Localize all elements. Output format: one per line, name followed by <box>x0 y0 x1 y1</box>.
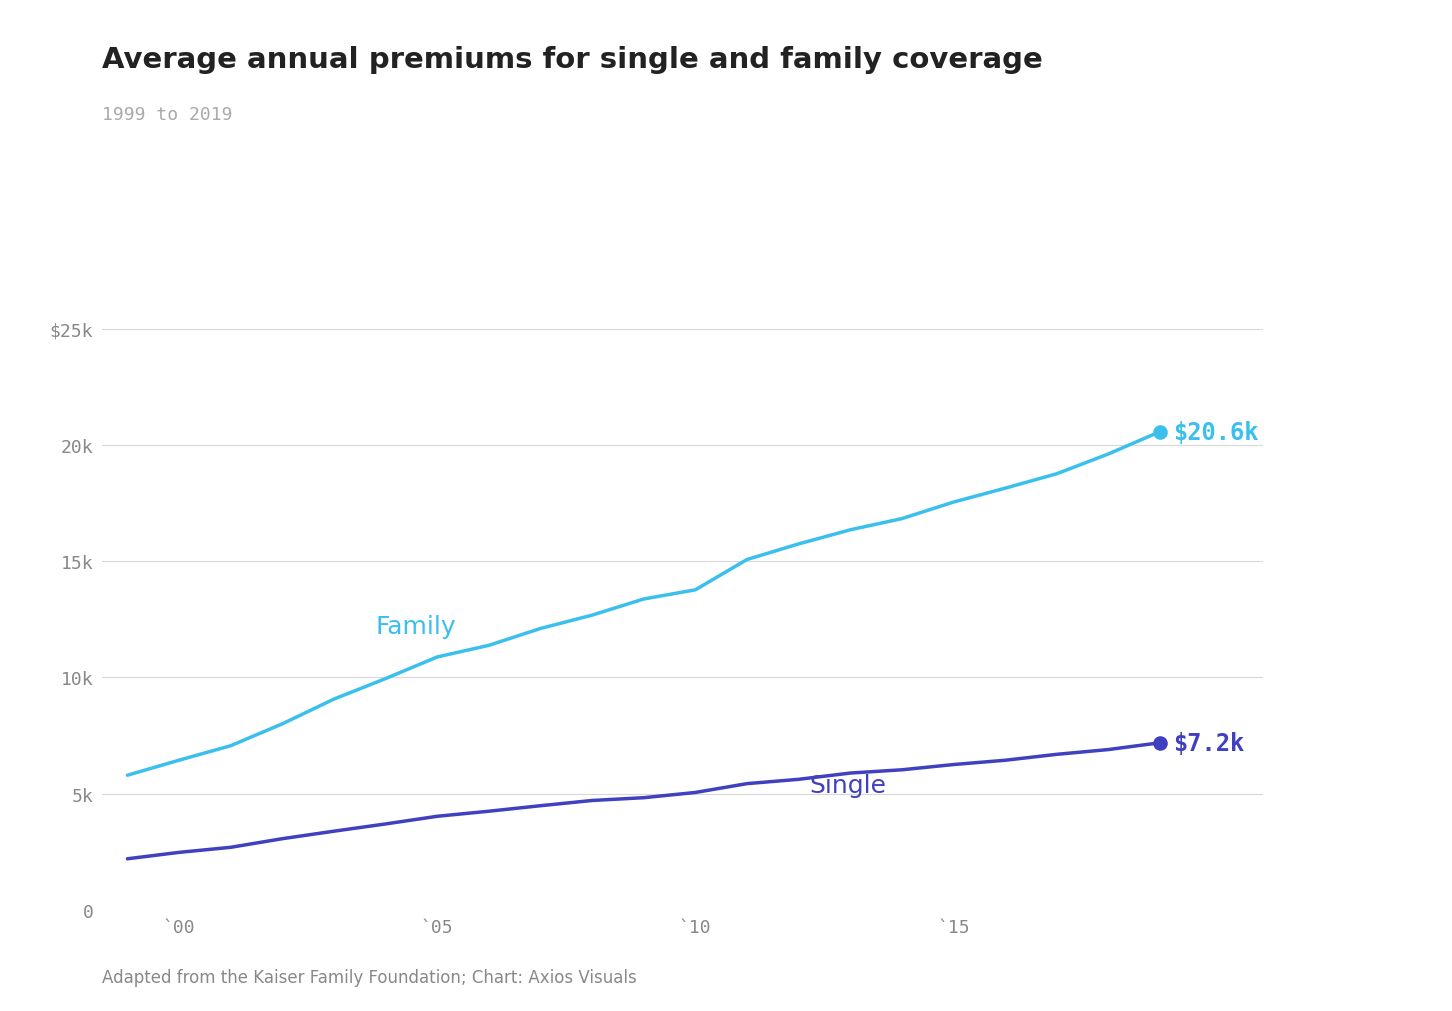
Text: Average annual premiums for single and family coverage: Average annual premiums for single and f… <box>102 45 1043 74</box>
Point <box>1149 425 1172 441</box>
Text: $7.2k: $7.2k <box>1173 731 1244 755</box>
Text: Family: Family <box>375 615 456 639</box>
Text: $20.6k: $20.6k <box>1173 421 1259 444</box>
Text: Single: Single <box>809 773 886 798</box>
Text: 1999 to 2019: 1999 to 2019 <box>102 106 232 124</box>
Text: Adapted from the Kaiser Family Foundation; Chart: Axios Visuals: Adapted from the Kaiser Family Foundatio… <box>102 968 636 986</box>
Point <box>1149 735 1172 751</box>
